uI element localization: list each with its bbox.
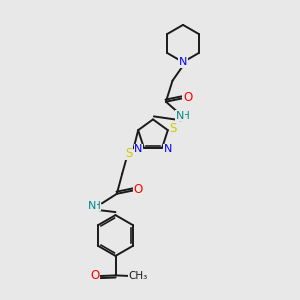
- Text: O: O: [134, 183, 143, 196]
- Text: N: N: [88, 201, 97, 211]
- Text: N: N: [164, 144, 172, 154]
- Text: H: H: [93, 201, 100, 211]
- Text: N: N: [179, 57, 187, 67]
- Text: S: S: [169, 122, 177, 135]
- Text: O: O: [183, 91, 192, 104]
- Text: N: N: [134, 144, 142, 154]
- Text: CH₃: CH₃: [128, 271, 148, 281]
- Text: S: S: [125, 147, 133, 160]
- Text: H: H: [182, 111, 189, 121]
- Text: O: O: [90, 269, 99, 282]
- Text: N: N: [176, 111, 184, 121]
